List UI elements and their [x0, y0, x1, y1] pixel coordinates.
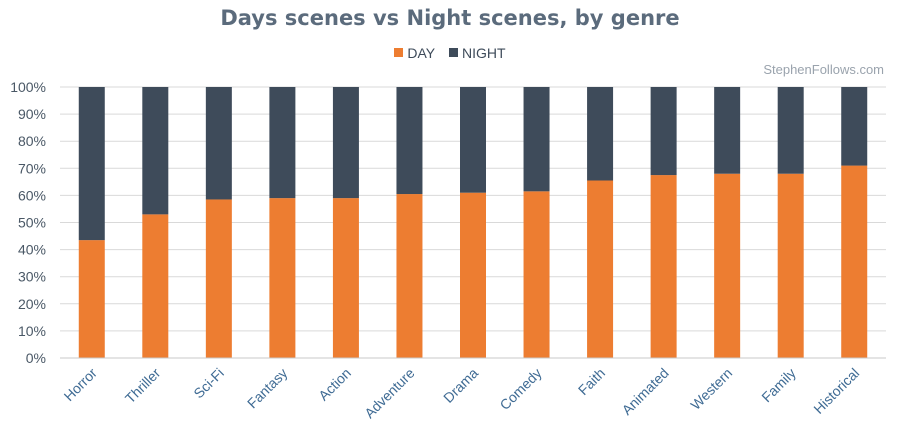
bar-day: [841, 165, 868, 358]
bar-day: [269, 198, 296, 358]
watermark: StephenFollows.com: [763, 62, 884, 77]
y-tick-label: 30%: [18, 269, 46, 285]
bar-day: [587, 180, 614, 358]
bar-day: [460, 192, 486, 358]
bar-day: [78, 240, 105, 358]
y-tick-label: 0%: [26, 350, 46, 366]
bar-day: [714, 173, 741, 358]
x-tick-label: Animated: [619, 365, 672, 418]
bar-night: [841, 87, 868, 166]
legend-label-day: DAY: [407, 44, 436, 61]
y-tick-label: 50%: [18, 215, 46, 231]
x-tick-label: Action: [315, 365, 354, 404]
bar-night: [142, 87, 169, 215]
bar-night: [396, 87, 423, 195]
bar-day: [777, 173, 804, 358]
x-tick-label: Faith: [575, 365, 608, 398]
legend-label-night: NIGHT: [462, 44, 506, 61]
x-tick-label: Western: [687, 365, 735, 413]
x-tick-label: Thriller: [122, 365, 164, 407]
x-tick-label: Drama: [440, 365, 481, 406]
y-tick-label: 100%: [10, 79, 46, 95]
y-tick-label: 90%: [18, 106, 46, 122]
legend-item-night: NIGHT: [449, 45, 506, 61]
bar-night: [523, 87, 550, 192]
chart-title: Days scenes vs Night scenes, by genre: [220, 6, 680, 30]
bar-night: [269, 87, 296, 199]
y-tick-label: 20%: [18, 296, 46, 312]
bar-night: [78, 87, 105, 241]
bar-day: [332, 198, 359, 358]
bar-day: [205, 199, 232, 358]
x-tick-label: Comedy: [496, 365, 544, 413]
bar-night: [650, 87, 677, 176]
bar-night: [332, 87, 359, 199]
bar-day: [650, 175, 677, 358]
legend-swatch-night: [449, 48, 459, 57]
x-tick-label: Family: [758, 365, 798, 405]
bar-night: [587, 87, 614, 181]
legend-item-day: DAY: [394, 45, 435, 61]
bar-night: [777, 87, 804, 174]
bar-day: [142, 214, 169, 358]
y-tick-label: 70%: [18, 160, 46, 176]
x-tick-label: Sci-Fi: [190, 365, 227, 402]
bar-night: [714, 87, 741, 174]
y-tick-label: 40%: [18, 242, 46, 258]
bar-night: [460, 87, 486, 193]
y-tick-label: 80%: [18, 133, 46, 149]
x-tick-label: Historical: [810, 365, 862, 417]
x-tick-label: Fantasy: [244, 365, 291, 412]
y-tick-label: 60%: [18, 187, 46, 203]
bar-day: [396, 194, 423, 358]
y-tick-label: 10%: [18, 323, 46, 339]
bar-night: [205, 87, 232, 200]
bar-day: [523, 191, 550, 358]
legend: DAY NIGHT: [0, 44, 900, 61]
x-tick-label: Adventure: [361, 365, 418, 422]
legend-swatch-day: [394, 48, 404, 57]
x-tick-label: Horror: [61, 365, 101, 405]
